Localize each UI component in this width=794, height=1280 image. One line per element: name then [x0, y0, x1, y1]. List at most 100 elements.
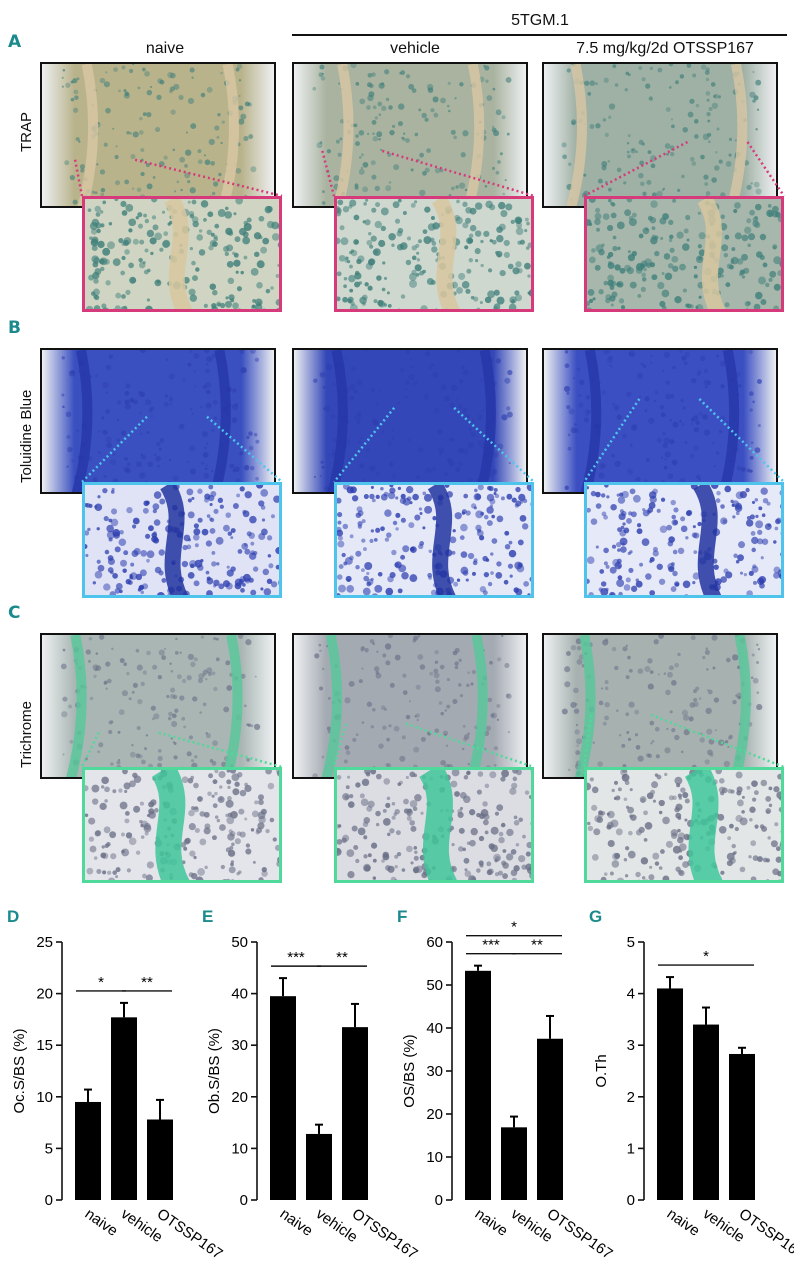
y-tick-label: 40	[231, 986, 248, 1003]
x-tick-label-otssp167: OTSSP167	[154, 1205, 226, 1262]
y-tick-label: 3	[627, 1037, 635, 1054]
y-tick-label: 5	[45, 1140, 53, 1157]
micrograph-toluidine-blue-otssp167	[542, 348, 778, 494]
y-tick-label: 5	[627, 934, 635, 951]
zoom-inset-trap-otssp167	[584, 196, 784, 312]
y-tick-label: 10	[426, 1149, 443, 1166]
significance-label: *	[98, 974, 104, 991]
bar-g-vehicle	[693, 1024, 719, 1200]
panel-letter-c: C	[8, 603, 21, 623]
significance-label: *	[703, 948, 709, 965]
zoom-guide-line	[650, 713, 785, 769]
zoom-guide-line	[583, 140, 689, 198]
y-axis-label-f: OS/BS (%)	[401, 1034, 418, 1107]
significance-label: ***	[287, 949, 305, 966]
group-header-rule	[292, 34, 787, 36]
bar-d-naive	[75, 1101, 101, 1200]
y-tick-label: 0	[435, 1192, 443, 1209]
y-tick-label: 0	[627, 1192, 635, 1209]
bar-f-otssp167	[537, 1038, 563, 1200]
zoom-guide-line	[453, 406, 535, 483]
y-tick-label: 50	[231, 934, 248, 951]
bar-charts: DOc.S/BS (%)0510152025naivevehicleOTSSP1…	[7, 907, 794, 1263]
zoom-guide-line	[582, 398, 641, 483]
y-axis-label-d: Oc.S/BS (%)	[11, 1028, 28, 1113]
panel-letter-f: F	[397, 907, 407, 926]
panel-letter-e: E	[202, 907, 213, 926]
y-axis-label-g: O.Th	[593, 1054, 610, 1087]
zoom-inset-toluidine-blue-vehicle	[334, 482, 534, 598]
x-tick-label-naive: naive	[472, 1205, 511, 1239]
bar-f-vehicle	[501, 1127, 527, 1200]
y-axis-label-e: Ob.S/BS (%)	[206, 1028, 223, 1114]
panel-letter-b: B	[8, 318, 21, 338]
significance-label: **	[336, 949, 348, 966]
y-tick-label: 20	[426, 1106, 443, 1123]
panel-letter-d: D	[7, 907, 19, 926]
bar-g-otssp167	[729, 1053, 755, 1200]
x-tick-label-naive: naive	[277, 1205, 316, 1239]
y-tick-label: 0	[45, 1192, 53, 1209]
y-tick-label: 10	[36, 1089, 53, 1106]
y-tick-label: 60	[426, 934, 443, 951]
zoom-guide-line	[698, 398, 785, 483]
bar-e-otssp167	[342, 1027, 368, 1200]
x-tick-label-naive: naive	[82, 1205, 121, 1239]
significance-label: *	[511, 919, 517, 936]
zoom-inset-trichrome-otssp167	[584, 767, 784, 883]
zoom-guide-line	[381, 149, 535, 198]
zoom-guide-line	[332, 723, 348, 768]
y-tick-label: 0	[240, 1192, 248, 1209]
panel-letter-a: A	[8, 32, 22, 52]
bar-f-naive	[465, 970, 491, 1200]
panel-letter-g: G	[589, 907, 602, 926]
y-tick-label: 20	[231, 1089, 248, 1106]
bar-e-vehicle	[306, 1133, 332, 1200]
y-tick-label: 15	[36, 1037, 53, 1054]
zoom-inset-trap-vehicle	[334, 196, 534, 312]
y-tick-label: 10	[231, 1140, 248, 1157]
micrograph-trichrome-otssp167	[542, 633, 778, 779]
zoom-guide-line	[333, 407, 396, 483]
y-tick-label: 20	[36, 986, 53, 1003]
micrograph-toluidine-blue-naive	[40, 348, 276, 494]
x-tick-label-otssp167: OTSSP167	[349, 1205, 421, 1262]
y-tick-label: 40	[426, 1020, 443, 1037]
significance-label: ***	[482, 937, 500, 954]
micrograph-trap-otssp167	[542, 62, 778, 208]
zoom-guide-line	[80, 732, 100, 768]
zoom-guide-line	[405, 722, 535, 769]
y-tick-label: 30	[231, 1037, 248, 1054]
zoom-guide-line	[746, 141, 786, 197]
x-tick-label-naive: naive	[664, 1205, 703, 1239]
zoom-inset-toluidine-blue-otssp167	[584, 482, 784, 598]
zoom-guide-line	[158, 731, 283, 769]
bar-e-naive	[270, 996, 296, 1200]
y-tick-label: 50	[426, 977, 443, 994]
significance-label: **	[531, 937, 543, 954]
bar-d-otssp167	[147, 1119, 173, 1200]
significance-label: **	[141, 974, 153, 991]
column-header-vehicle: vehicle	[390, 40, 440, 57]
column-header-otssp167: 7.5 mg/kg/2d OTSSP167	[576, 40, 754, 57]
zoom-inset-trichrome-vehicle	[334, 767, 534, 883]
y-tick-label: 2	[627, 1089, 635, 1106]
y-tick-label: 4	[627, 986, 635, 1003]
zoom-guide-line	[206, 415, 283, 483]
bar-d-vehicle	[111, 1017, 137, 1200]
zoom-guide-line	[134, 158, 283, 198]
zoom-guide-line	[582, 714, 593, 768]
zoom-guide-lines	[73, 140, 786, 769]
zoom-inset-toluidine-blue-naive	[82, 482, 282, 598]
y-tick-label: 25	[36, 934, 53, 951]
bar-g-naive	[657, 988, 683, 1200]
zoom-inset-trichrome-naive	[82, 767, 282, 883]
group-header-5tgm1: 5TGM.1	[511, 12, 569, 29]
x-tick-label-otssp167: OTSSP167	[544, 1205, 616, 1262]
y-tick-label: 1	[627, 1140, 635, 1157]
zoom-guide-line	[321, 150, 336, 197]
zoom-inset-trap-naive	[82, 196, 282, 312]
zoom-guide-line	[73, 159, 84, 197]
y-tick-label: 30	[426, 1063, 443, 1080]
zoom-guide-line	[81, 415, 148, 483]
